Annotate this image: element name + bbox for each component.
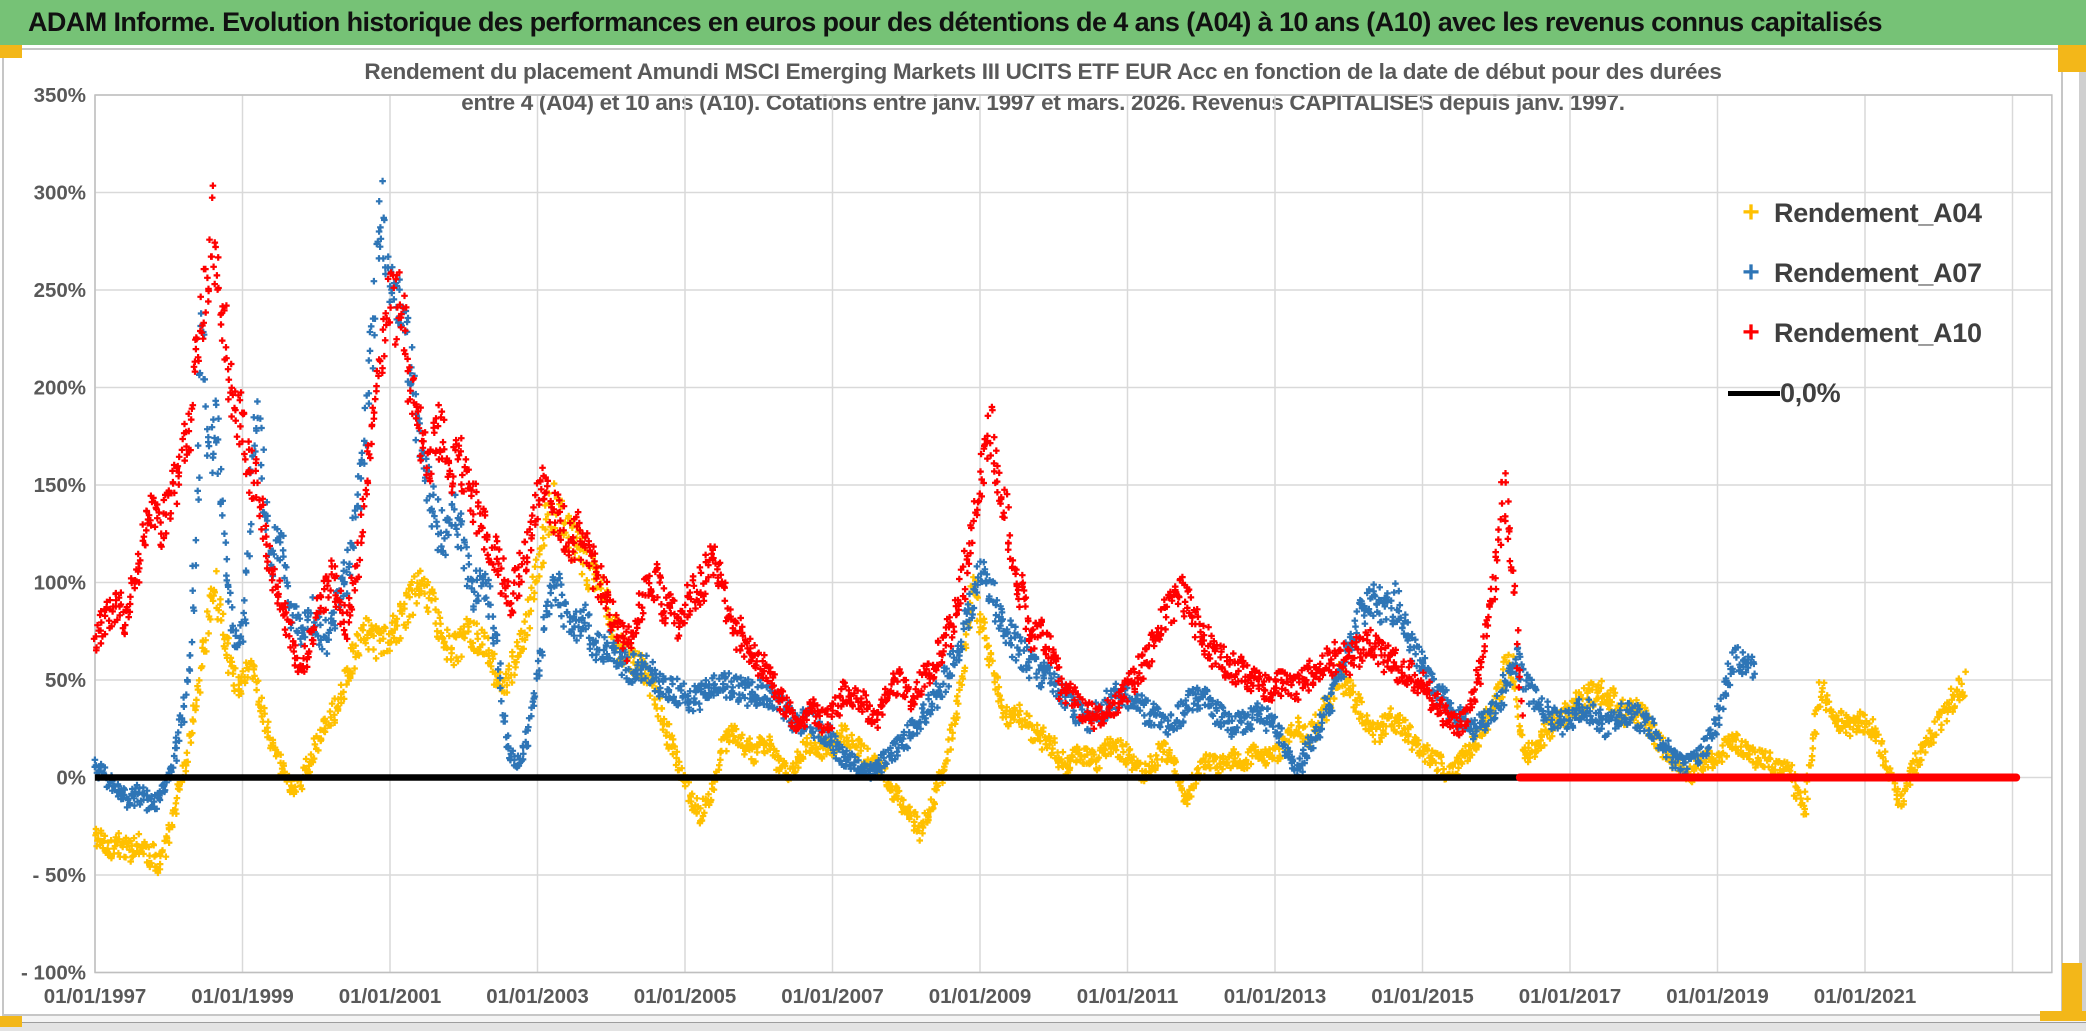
bottom-frame-strip <box>0 1022 2086 1031</box>
chart-legend: + Rendement_A04 + Rendement_A07 + Rendem… <box>1728 183 2058 423</box>
gold-corner-bottom-left <box>0 1016 22 1027</box>
plus-marker-icon: + <box>1742 256 1760 289</box>
bottom-gap-strip <box>0 1016 2086 1022</box>
title-bar: ADAM Informe. Evolution historique des p… <box>0 0 2086 45</box>
legend-item-zero-line[interactable]: 0,0% <box>1728 363 2058 423</box>
chart-subtitle-line2: entre 4 (A04) et 10 ans (A10). Cotations… <box>461 90 1625 115</box>
line-marker-icon <box>1728 390 1780 396</box>
legend-label: Rendement_A10 <box>1774 317 1982 348</box>
plus-marker-icon: + <box>1742 196 1760 229</box>
gold-corner-bottom-right <box>2062 963 2082 1015</box>
chart-subtitle-line1: Rendement du placement Amundi MSCI Emerg… <box>364 59 1722 84</box>
legend-item-a04[interactable]: + Rendement_A04 <box>1728 183 2058 243</box>
gold-corner-top-right <box>2058 45 2086 72</box>
legend-item-a10[interactable]: + Rendement_A10 <box>1728 303 2058 363</box>
right-frame-strip <box>2079 70 2086 1016</box>
gold-corner-bottom-right-foot <box>2040 1011 2086 1021</box>
legend-label: Rendement_A07 <box>1774 257 1982 288</box>
legend-item-a07[interactable]: + Rendement_A07 <box>1728 243 2058 303</box>
gold-corner-top-left <box>0 45 22 58</box>
plus-marker-icon: + <box>1742 316 1760 349</box>
legend-label: Rendement_A04 <box>1774 197 1982 228</box>
legend-label: 0,0% <box>1780 377 1841 408</box>
page-title: ADAM Informe. Evolution historique des p… <box>28 7 1883 37</box>
